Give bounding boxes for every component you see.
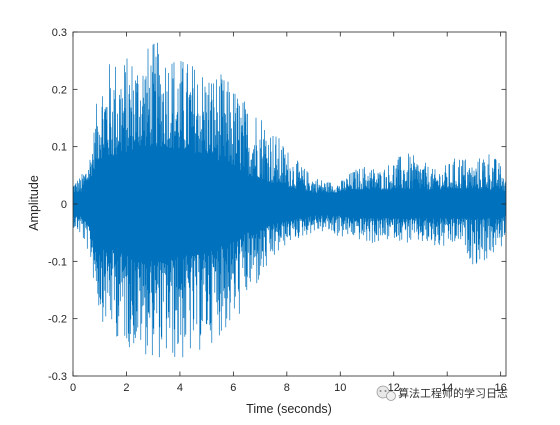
y-tick-label: 0.1 [52,142,67,154]
x-tick-label: 14 [441,382,453,394]
x-tick-label: 6 [230,382,236,394]
y-tick-label: -0.1 [48,256,67,268]
x-tick-label: 10 [334,382,346,394]
y-tick-label: 0 [61,199,67,211]
x-tick-label: 12 [388,382,400,394]
waveform-series-line [73,42,506,358]
plot-area [73,42,506,358]
x-tick-label: 0 [70,382,76,394]
axes: 0 2 4 6 8 10 12 14 16 -0.3 -0.2 -0.1 0 0.1 0.2 0.3 [48,27,507,394]
y-tick-label: 0.2 [52,84,67,96]
watermark-text: 算法工程师的学习日志 [398,386,508,400]
watermark: 算法工程师的学习日志 [376,385,508,401]
y-axis-label: Amplitude [27,175,41,231]
x-tick-label: 2 [123,382,129,394]
x-tick-label: 8 [284,382,290,394]
x-axis-label: Time (seconds) [246,402,332,416]
x-tick-label: 16 [495,382,507,394]
y-tick-label: -0.2 [48,314,67,326]
y-tick-label: -0.3 [48,371,67,383]
watermark-icon [376,385,396,401]
x-tick-label: 4 [177,382,183,394]
y-tick-label: 0.3 [52,27,67,39]
